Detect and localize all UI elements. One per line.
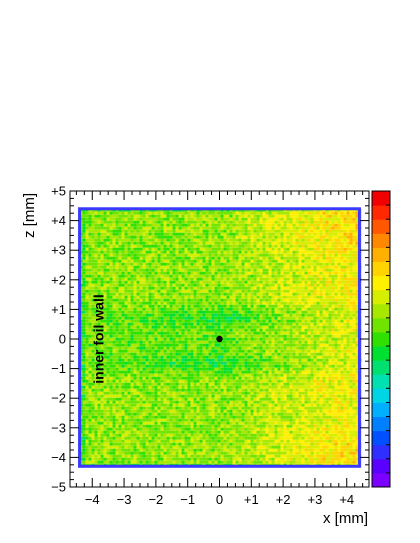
inner-foil-wall-label: inner foil wall	[91, 294, 107, 383]
y-tick-label: +4	[51, 213, 66, 228]
y-axis-title: z [mm]	[21, 193, 38, 238]
x-tick-label: +3	[308, 492, 323, 507]
x-tick-label: +4	[339, 492, 354, 507]
palette-swatch	[372, 388, 390, 403]
y-tick-label: 0	[59, 332, 66, 347]
region-edge	[78, 207, 361, 468]
center-marker	[216, 335, 223, 343]
palette-swatch	[372, 430, 390, 446]
plot-area	[78, 207, 362, 468]
palette-swatch	[372, 416, 390, 432]
palette-swatch	[372, 374, 390, 389]
y-tick-label: +1	[51, 302, 66, 317]
palette-swatch	[372, 346, 390, 361]
palette-swatch	[372, 219, 390, 234]
palette-swatch	[372, 261, 390, 277]
y-tick-label: +2	[51, 272, 66, 287]
palette-swatch	[372, 331, 390, 347]
palette-frame	[371, 190, 391, 488]
palette-swatch	[372, 317, 390, 333]
x-tick-label: +2	[276, 492, 291, 507]
x-tick-label: 0	[216, 492, 223, 507]
palette-swatch	[372, 205, 390, 220]
palette-swatch	[372, 289, 390, 305]
x-tick-label: +1	[244, 492, 259, 507]
palette-swatch	[372, 360, 390, 375]
palette-swatch	[372, 402, 390, 418]
palette-swatch	[372, 303, 390, 319]
palette-swatch	[372, 275, 390, 291]
palette-swatch	[372, 247, 390, 262]
y-tick-label: +5	[51, 184, 66, 199]
x-tick-label: −4	[85, 492, 100, 507]
y-tick-label: −5	[51, 480, 66, 495]
y-tick-label: −1	[51, 361, 66, 376]
palette-swatch	[372, 233, 390, 248]
palette-swatch	[372, 191, 390, 206]
palette-swatch	[372, 472, 390, 488]
color-palette	[371, 190, 391, 488]
x-tick-label: −2	[148, 492, 163, 507]
x-tick-label: −1	[180, 492, 195, 507]
y-tick-label: −4	[51, 450, 66, 465]
y-tick-label: −3	[51, 420, 66, 435]
axes: −4 −3 −2 −1 0 +1 +2 +3 +4 +5 +4 +3 +2 +1 0 −1 −2 −3 −4 −5	[51, 184, 370, 507]
palette-swatch	[372, 444, 390, 460]
y-tick-label: −2	[51, 391, 66, 406]
x-axis-title: x [mm]	[323, 510, 368, 527]
x-tick-label: −3	[117, 492, 132, 507]
y-tick-label: +3	[51, 243, 66, 258]
palette-swatch	[372, 458, 390, 474]
